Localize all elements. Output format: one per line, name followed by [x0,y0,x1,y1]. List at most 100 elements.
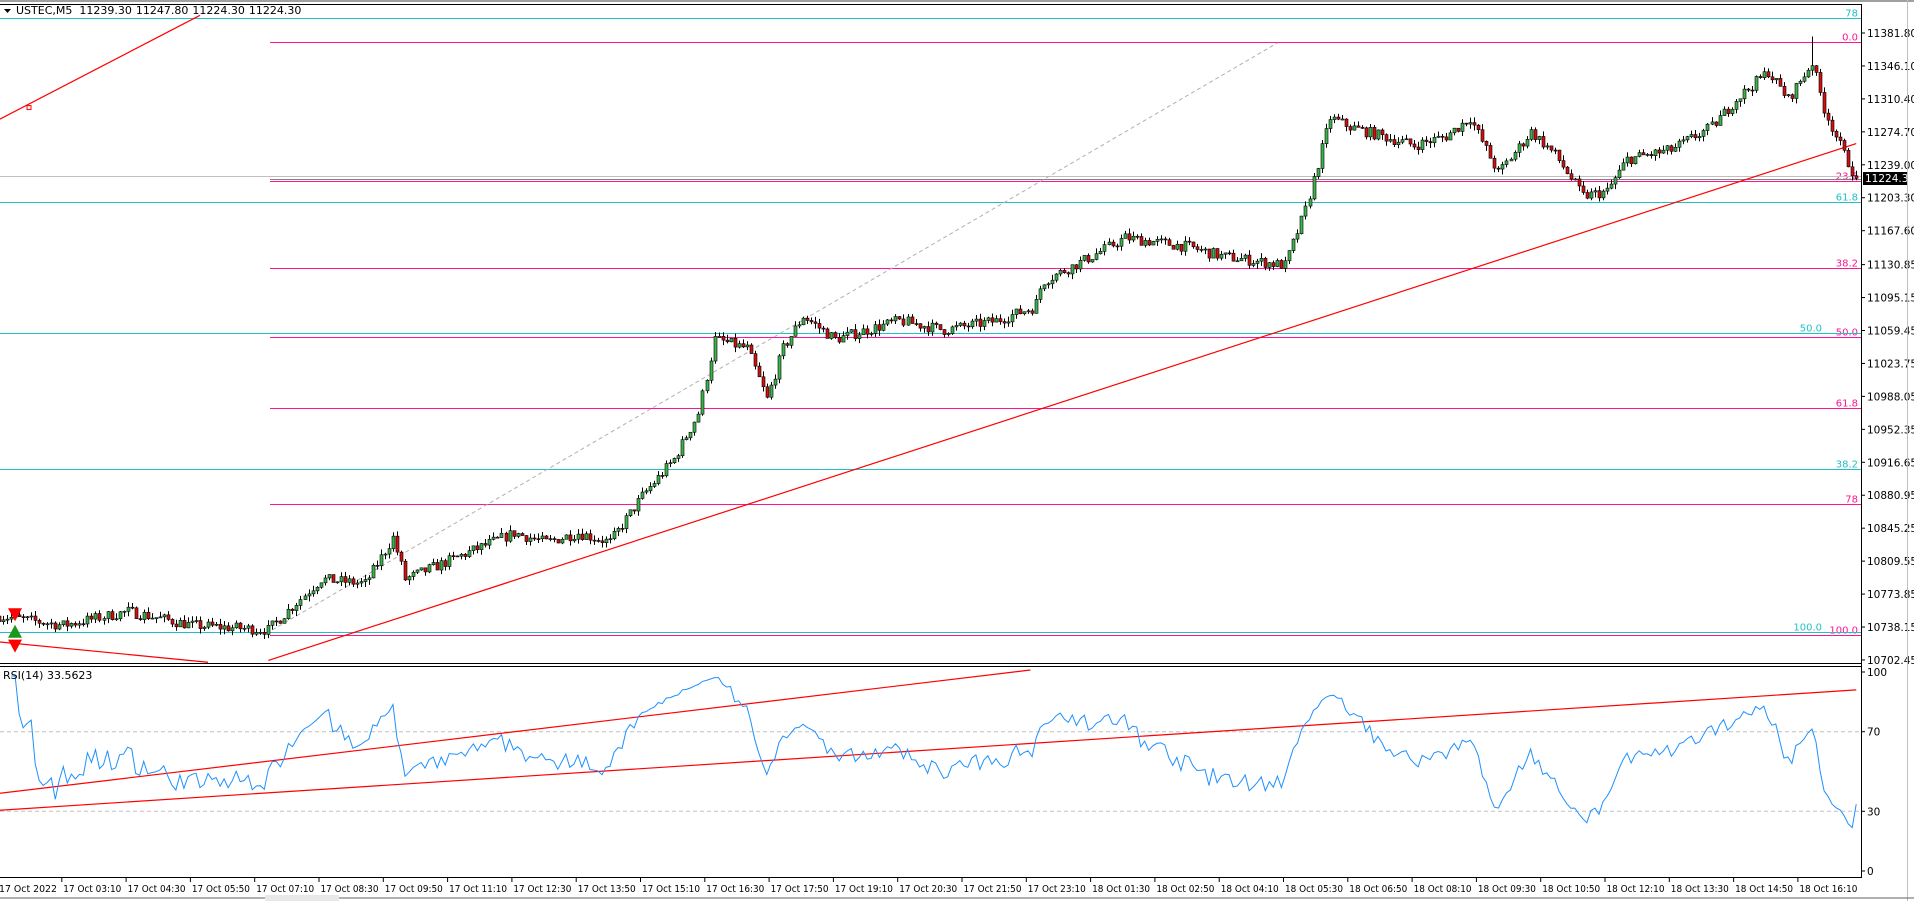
bull-candle [1617,169,1622,178]
price-axis[interactable]: 11381.80 11346.10 11310.40 11274.70 11239.00… [1861,28,1914,667]
fibo-base-line[interactable] [272,42,1278,631]
bull-candle [206,621,211,628]
bear-candle [41,622,46,625]
fibonacci-levels[interactable]: 0.023.638.250.061.878100.07861.850.038.2… [0,9,1861,637]
bull-candle [676,455,681,459]
buy-arrow-icon [8,624,23,638]
bear-candle [942,329,947,335]
bull-candle [1794,83,1799,99]
rsi-trendline[interactable] [0,689,1857,811]
bear-candle [1484,141,1489,146]
bull-candle [1283,260,1288,269]
bull-candle [713,336,718,362]
bear-candle [532,537,537,540]
time-axis[interactable]: 17 Oct 2022 17 Oct 03:10 17 Oct 04:30 17 Oc… [0,877,1857,895]
bull-candle [1525,139,1530,147]
time-tick-label: 18 Oct 05:30 [1285,884,1343,895]
bull-candle [1,619,6,622]
bull-candle [222,625,227,630]
bull-candle [1529,129,1534,140]
bear-candle [375,565,380,567]
trendline-anchor-handle[interactable] [26,105,32,111]
bear-candle [1408,138,1413,145]
bull-candle [1589,191,1594,199]
bull-candle [1448,132,1453,141]
bear-candle [130,606,135,609]
trendline[interactable] [0,641,209,663]
time-tick-label: 17 Oct 2022 [0,884,57,895]
bear-candle [1115,245,1120,248]
rsi-tick-label: 0 [1867,866,1874,878]
bull-candle [1661,149,1666,154]
bull-candle [616,528,621,532]
bull-candle [459,553,464,557]
bull-candle [849,329,854,333]
bull-candle [246,625,251,629]
bull-candle [1621,162,1626,171]
bull-candle [303,595,308,600]
time-tick-label: 17 Oct 11:10 [449,884,507,895]
bull-candle [1287,250,1292,262]
bear-candle [1416,146,1421,150]
bear-candle [1344,118,1349,127]
bear-candle [73,623,78,626]
bull-candle [355,582,360,585]
bull-candle [1537,136,1542,140]
bull-candle [1710,121,1715,125]
bear-candle [1163,238,1168,241]
bull-candle [270,620,275,626]
trendline[interactable] [0,14,201,120]
bear-candle [998,318,1003,322]
time-tick-label: 18 Oct 10:50 [1542,884,1600,895]
bull-candle [1517,143,1522,153]
bull-candle [1219,253,1224,259]
bull-candle [61,620,66,625]
trendline[interactable] [268,142,1857,661]
bear-candle [785,343,790,346]
drawn-objects[interactable] [0,14,1857,663]
price-tick-label: 10809.55 [1867,556,1914,568]
bear-candle [809,320,814,323]
bear-candle [1597,190,1602,199]
bull-candle [1211,248,1216,259]
bull-candle [1452,127,1457,134]
fibo-cyan-label: 38.2 [1836,460,1858,471]
bull-candle [845,331,850,336]
bear-candle [1247,254,1252,266]
bull-candle [230,627,235,632]
bear-candle [146,611,151,620]
bull-candle [1022,311,1027,315]
price-tick-label: 11023.75 [1867,358,1914,370]
collapse-triangle-icon[interactable] [4,9,11,13]
bull-candle [777,355,782,380]
bull-candle [1734,101,1739,110]
bear-candle [1476,124,1481,130]
bear-candle [1062,270,1067,273]
bull-candle [25,616,30,619]
bear-candle [395,535,400,553]
bull-candle [560,538,565,544]
bull-candle [1312,176,1317,200]
bear-candle [1492,157,1497,169]
bull-candle [1223,252,1228,255]
bear-candle [1641,152,1646,156]
time-tick-label: 18 Oct 14:50 [1735,884,1793,895]
bull-candle [1689,134,1694,137]
bear-candle [475,545,480,550]
candlestick-series [0,36,1859,639]
price-tick-label: 11095.15 [1867,293,1914,305]
bear-candle [250,625,255,635]
bull-candle [363,579,368,582]
chart-tab[interactable] [265,895,339,901]
bull-candle [982,320,987,327]
rsi-trendline[interactable] [0,669,1031,794]
bear-candle [914,323,919,325]
bull-candle [628,509,633,516]
bear-candle [1372,127,1377,140]
bear-candle [1834,131,1839,138]
bull-candle [1054,273,1059,281]
bear-candle [81,623,86,626]
bull-candle [612,530,617,540]
time-tick-label: 17 Oct 16:30 [706,884,764,895]
